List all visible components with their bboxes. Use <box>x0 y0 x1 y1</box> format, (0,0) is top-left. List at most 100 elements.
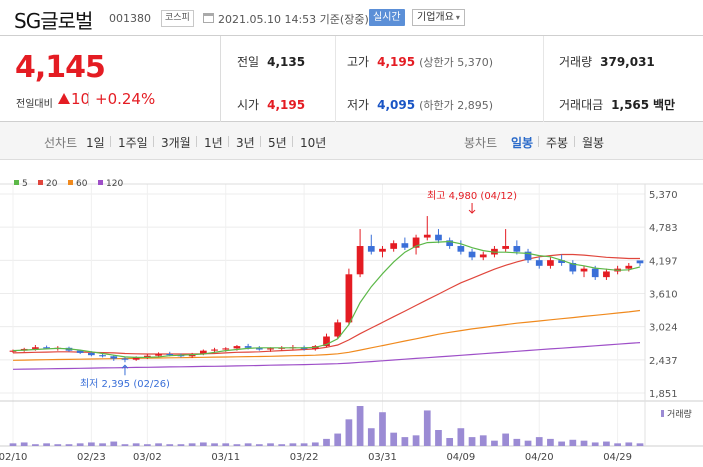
volume-bar <box>65 444 73 446</box>
volume-bar <box>32 444 39 446</box>
amount-value: 1,565 <box>611 98 650 112</box>
amount-unit: 백만 <box>652 98 676 112</box>
candle-body <box>88 352 95 356</box>
calendar-icon <box>203 13 214 23</box>
current-price-box: 4,145 전일대비 10 +0.24% <box>0 36 221 122</box>
prev-close-value: 4,135 <box>267 55 306 69</box>
candle-body <box>502 246 510 249</box>
amount-label: 거래대금 <box>559 98 604 112</box>
stats-divider <box>543 36 544 122</box>
candle-body <box>558 260 565 263</box>
volume-bar <box>54 444 62 446</box>
tab-1week[interactable]: 1주일 <box>118 136 148 150</box>
candle-body <box>267 348 274 350</box>
open-label: 시가 <box>237 98 260 112</box>
volume-bar <box>132 443 140 446</box>
candle-body <box>244 346 252 348</box>
y-tick-label: 3,024 <box>649 323 678 334</box>
tab-monthly[interactable]: 월봉 <box>582 136 605 150</box>
tab-1day[interactable]: 1일 <box>86 136 105 150</box>
volume-legend-label: 거래량 <box>667 408 692 420</box>
candle-body <box>32 347 39 349</box>
volume-bar <box>110 441 118 446</box>
candle-body <box>334 322 342 337</box>
max-arrow-icon <box>468 203 476 214</box>
volume-bar <box>412 435 420 446</box>
volume-bar <box>513 438 521 446</box>
min-annotation: 최저 2,395 (02/26) <box>80 378 170 390</box>
x-tick-label: 02/10 <box>0 452 27 463</box>
candle-chart-label: 봉차트 <box>464 136 498 150</box>
high-label: 고가 <box>347 55 370 69</box>
candle-body <box>76 350 84 353</box>
volume-stat: 거래량 379,031 <box>559 53 655 70</box>
volume-bar <box>457 428 465 446</box>
volume-bar <box>558 441 565 446</box>
stock-name: SG글로벌 <box>14 9 93 33</box>
upper-limit: (상한가 5,370) <box>419 56 493 69</box>
tab-divider <box>228 136 229 147</box>
volume-bar <box>199 442 207 446</box>
volume-bar <box>289 443 297 446</box>
volume-bar <box>491 440 498 446</box>
volume-bar <box>267 443 274 446</box>
volume-legend-swatch <box>661 410 664 417</box>
volume-bar <box>580 440 588 446</box>
volume-bar <box>334 433 342 446</box>
low-label: 저가 <box>347 98 370 112</box>
volume-bar <box>401 437 409 446</box>
volume-bar <box>367 428 375 446</box>
candle-body <box>603 271 610 278</box>
candle-body <box>9 350 17 352</box>
realtime-button[interactable]: 실시간 <box>369 9 405 26</box>
candle-body <box>121 358 129 360</box>
tab-3years[interactable]: 3년 <box>236 136 255 150</box>
company-info-dropdown[interactable]: 기업개요 ▾ <box>412 9 465 26</box>
volume-bar <box>323 438 330 446</box>
volume-bar <box>278 444 286 446</box>
candle-body <box>412 237 420 248</box>
legend-swatch-120 <box>98 180 103 185</box>
legend-swatch-20 <box>38 180 43 185</box>
candle-body <box>457 246 465 252</box>
volume-bar <box>423 410 431 446</box>
volume-bar <box>9 443 17 446</box>
low-price: 저가 4,095 (하한가 2,895) <box>347 96 493 113</box>
candle-body <box>479 254 487 258</box>
market-badge: 코스피 <box>161 10 194 27</box>
volume-bar <box>390 432 398 446</box>
tab-weekly[interactable]: 주봉 <box>546 136 569 150</box>
tab-daily[interactable]: 일봉 <box>511 136 534 150</box>
tab-5years[interactable]: 5년 <box>268 136 287 150</box>
volume-bar <box>479 435 487 446</box>
volume-label: 거래량 <box>559 55 593 69</box>
volume-bar <box>99 443 106 446</box>
volume-bar <box>233 444 241 446</box>
legend-label-20: 20 <box>46 179 58 189</box>
candle-body <box>423 234 431 238</box>
tab-divider <box>196 136 197 147</box>
y-tick-label: 5,370 <box>649 190 678 201</box>
volume-bar <box>524 440 532 446</box>
candle-body <box>547 260 554 266</box>
candle-body <box>211 349 218 351</box>
volume-bar <box>614 443 621 446</box>
volume-bar <box>569 439 577 446</box>
tab-divider <box>538 136 539 147</box>
tab-divider <box>574 136 575 147</box>
tab-3months[interactable]: 3개월 <box>161 136 191 150</box>
volume-bar <box>88 442 95 446</box>
ma20-line <box>12 253 640 355</box>
tab-1year[interactable]: 1년 <box>204 136 223 150</box>
candle-body <box>580 268 588 272</box>
candle-body <box>625 265 633 269</box>
y-tick-label: 1,851 <box>649 389 678 400</box>
volume-bar <box>20 442 28 446</box>
price-panel: 4,145 전일대비 10 +0.24% 전일 4,135 시가 4,195 고가 4… <box>0 36 703 122</box>
candle-body <box>143 355 151 358</box>
volume-bar <box>345 419 353 446</box>
tab-10years[interactable]: 10년 <box>300 136 327 150</box>
legend-label-5: 5 <box>22 179 28 189</box>
up-triangle-icon <box>58 93 70 104</box>
volume-bar <box>379 412 386 446</box>
